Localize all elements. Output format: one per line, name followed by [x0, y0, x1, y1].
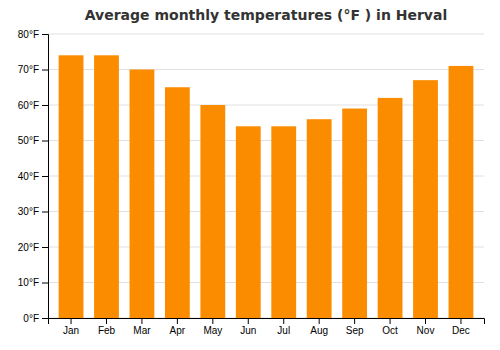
tick-mark — [248, 318, 249, 324]
tick-label: 80°F — [18, 29, 39, 40]
tick: 60°F — [18, 100, 48, 111]
tick-label: Sep — [346, 325, 364, 336]
bar — [342, 109, 367, 318]
tick: Mar — [133, 318, 151, 336]
bar — [94, 55, 119, 318]
bar — [200, 105, 225, 318]
bar — [413, 80, 438, 318]
bars — [59, 55, 474, 318]
tick-label: Jun — [240, 325, 256, 336]
title: Average monthly temperatures (°F ) in He… — [85, 7, 447, 23]
tick: 10°F — [18, 277, 48, 288]
tick-label: 0°F — [23, 313, 39, 324]
tick-mark — [141, 318, 142, 324]
tick-label: Mar — [133, 325, 151, 336]
tick-label: Jan — [63, 325, 79, 336]
tick-label: Oct — [382, 325, 398, 336]
bar — [307, 119, 332, 318]
tick-label: May — [203, 325, 222, 336]
tick: Feb — [98, 318, 116, 336]
tick: Dec — [452, 318, 470, 336]
tick: 50°F — [18, 135, 48, 146]
tick-mark — [42, 70, 48, 71]
tick-mark — [354, 318, 355, 324]
tick-mark — [177, 318, 178, 324]
tick-label: 20°F — [18, 242, 39, 253]
tick-mark — [390, 318, 391, 324]
tick-label: Apr — [170, 325, 186, 336]
tick: Jan — [63, 318, 79, 336]
tick: 70°F — [18, 64, 48, 75]
tick-mark — [42, 247, 48, 248]
tick-label: Aug — [310, 325, 328, 336]
tick: Jun — [240, 318, 256, 336]
bar — [59, 55, 84, 318]
y-axis: 0°F 10°F 20°F 30°F 40°F 50°F 60°F 70°F 80°F — [18, 29, 49, 324]
tick: Sep — [346, 318, 364, 336]
axis-line — [42, 35, 49, 319]
bar — [130, 70, 155, 319]
x-axis: Jan Feb Mar Apr May Jun Jul Aug Sep Oct Nov Dec — [49, 318, 485, 336]
tick-mark — [106, 318, 107, 324]
tick-label: Nov — [417, 325, 435, 336]
grid — [48, 34, 484, 318]
tick: Apr — [170, 318, 186, 336]
grid-line — [48, 34, 484, 35]
tick: Jul — [277, 318, 290, 336]
tick: May — [203, 318, 222, 336]
tick: Aug — [310, 318, 328, 336]
tick-mark — [425, 318, 426, 324]
tick-label: 30°F — [18, 206, 39, 217]
plot: 0°F 10°F 20°F 30°F 40°F 50°F 60°F 70°F 80°F Jan Fe… — [18, 29, 485, 336]
tick-label: 50°F — [18, 135, 39, 146]
tick-label: Feb — [98, 325, 116, 336]
tick: 40°F — [18, 171, 48, 182]
tick-mark — [42, 105, 48, 106]
bar — [449, 66, 474, 318]
tick: 20°F — [18, 242, 48, 253]
tick-mark — [319, 318, 320, 324]
tick-label: 40°F — [18, 171, 39, 182]
bar — [236, 126, 261, 318]
chart: 0°F 10°F 20°F 30°F 40°F 50°F 60°F 70°F 80°F Jan Fe… — [0, 0, 500, 350]
bar — [271, 126, 296, 318]
tick-mark — [42, 141, 48, 142]
tick-mark — [460, 318, 461, 324]
tick-mark — [42, 212, 48, 213]
tick: Nov — [417, 318, 435, 336]
axis-line — [49, 319, 485, 325]
tick: 30°F — [18, 206, 48, 217]
tick-mark — [71, 318, 72, 324]
tick: 0°F — [23, 313, 48, 324]
tick: Oct — [382, 318, 398, 336]
bar — [378, 98, 403, 318]
tick-label: Jul — [277, 325, 290, 336]
tick: 80°F — [18, 29, 48, 40]
tick-mark — [42, 176, 48, 177]
tick-mark — [283, 318, 284, 324]
tick-label: 10°F — [18, 277, 39, 288]
bar — [165, 87, 190, 318]
tick-label: 70°F — [18, 64, 39, 75]
tick-mark — [212, 318, 213, 324]
tick-mark — [42, 283, 48, 284]
tick-mark — [42, 318, 48, 319]
tick-mark — [42, 34, 48, 35]
tick-label: Dec — [452, 325, 470, 336]
tick-label: 60°F — [18, 100, 39, 111]
